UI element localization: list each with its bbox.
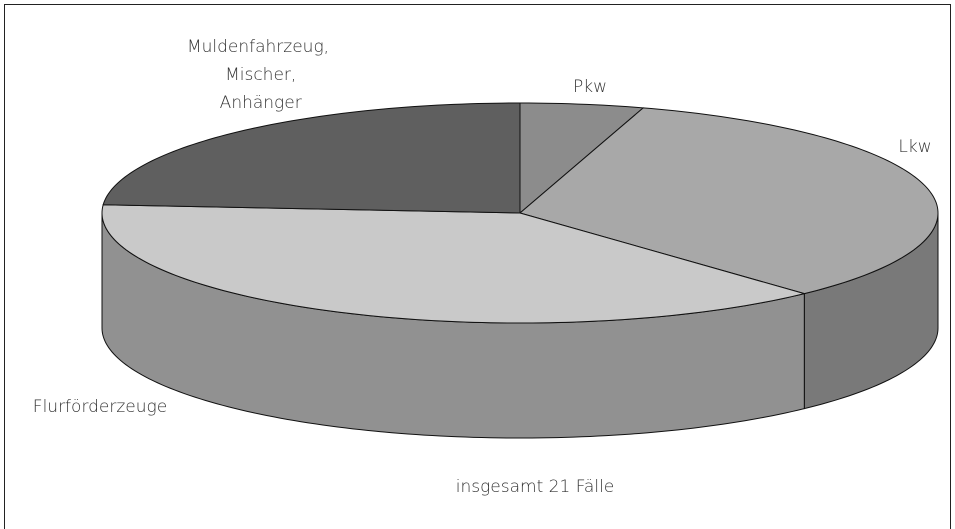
label-line: Mischer, xyxy=(220,65,297,85)
slice xyxy=(518,107,939,295)
slice xyxy=(101,204,807,324)
slice-label: Muldenfahrzeug, Mischer, Anhänger xyxy=(187,37,329,113)
slice xyxy=(519,102,645,215)
label-line: Muldenfahrzeug, xyxy=(187,37,329,57)
annotation: insgesamt 21 Fälle xyxy=(456,477,615,497)
slice xyxy=(102,102,521,214)
label-line: Anhänger xyxy=(214,93,301,113)
slice-label: Flurförderzeuge xyxy=(33,397,167,417)
frame xyxy=(4,4,951,529)
slice-label: Pkw xyxy=(573,77,607,97)
slice-label: Lkw xyxy=(898,137,931,157)
